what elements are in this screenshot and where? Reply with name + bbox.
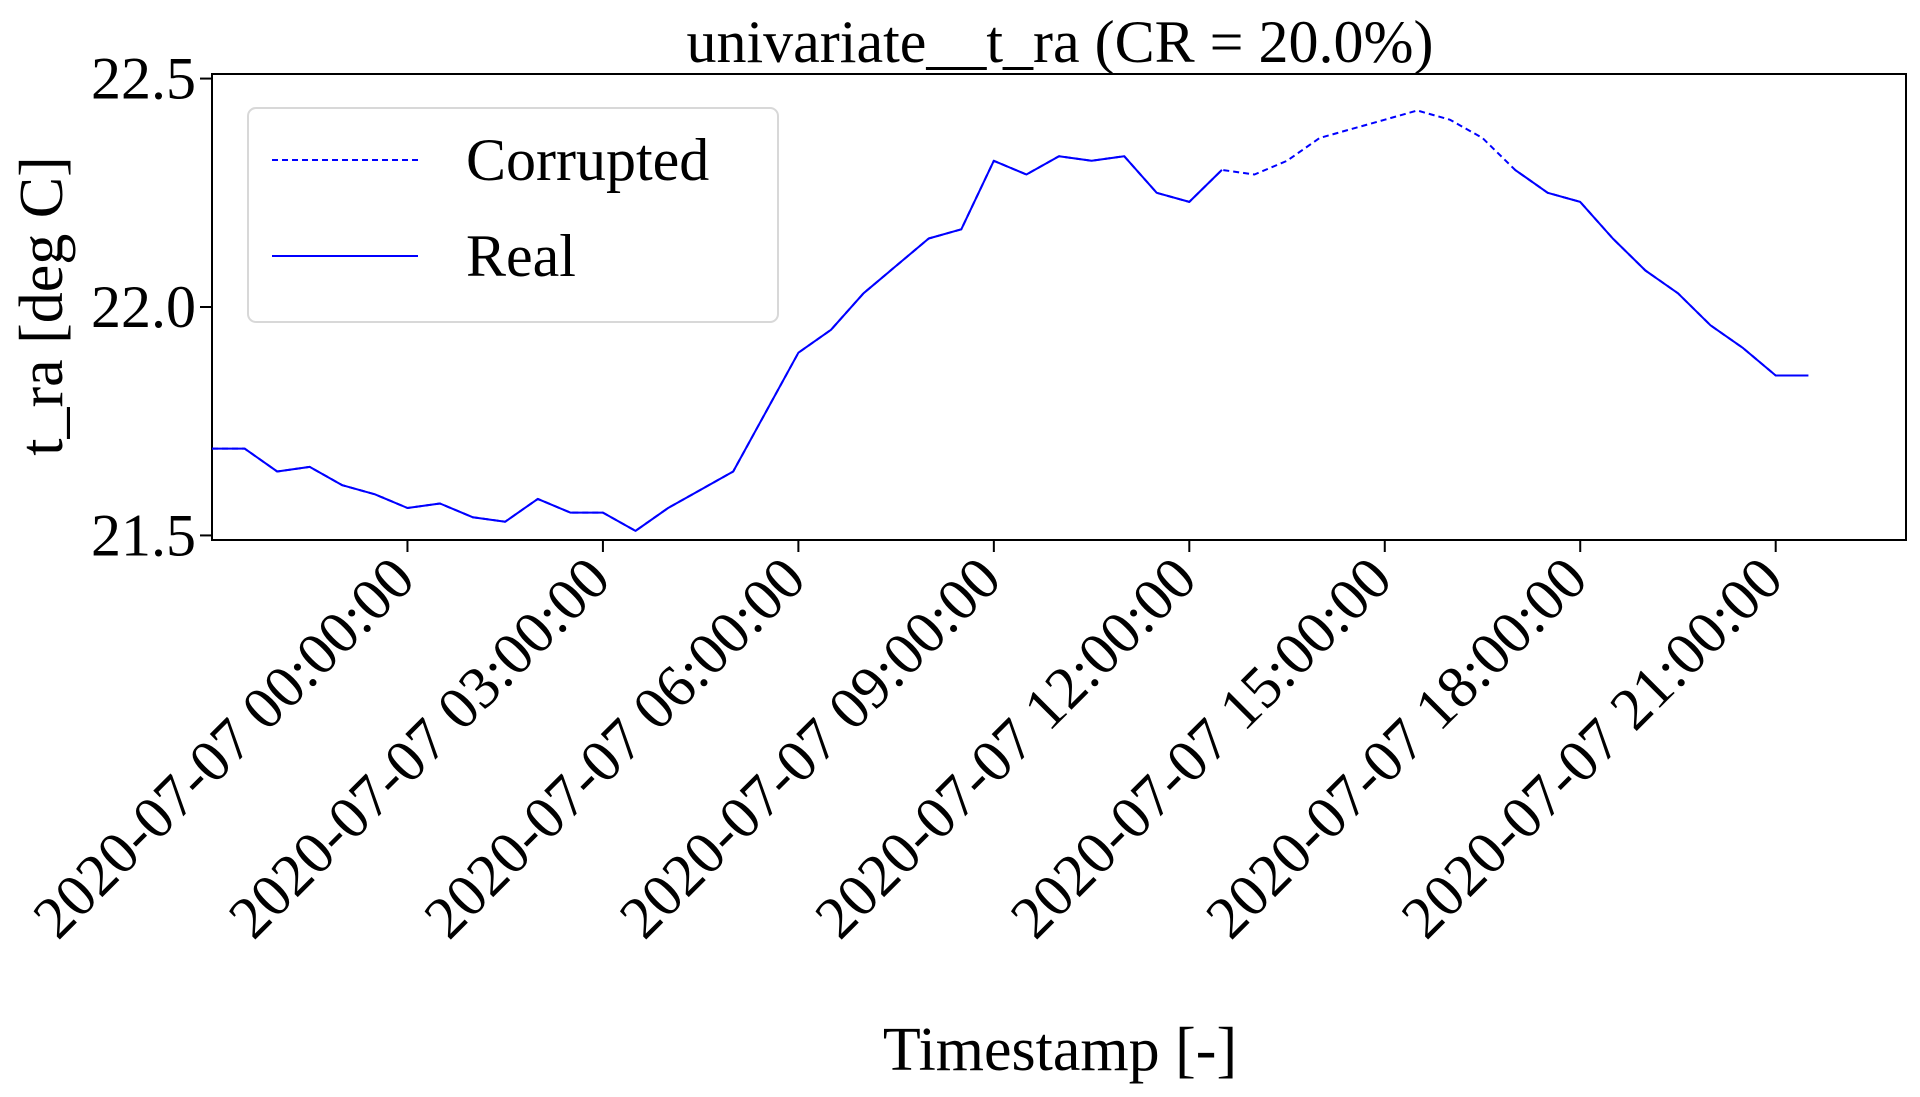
x-tick-label: 2020-07-07 06:00:00 (411, 545, 817, 951)
legend: Corrupted Real (247, 107, 779, 323)
series-layer (212, 109, 1809, 532)
x-tick-label: 2020-07-07 03:00:00 (216, 545, 622, 951)
y-tick-label: 22.5 (91, 46, 196, 112)
legend-frame (247, 107, 779, 323)
y-axis: 21.5 22.0 22.5 (91, 46, 212, 568)
x-tick-label: 2020-07-07 18:00:00 (1193, 545, 1599, 951)
x-tick-label: 2020-07-07 21:00:00 (1389, 545, 1795, 951)
x-tick-label: 2020-07-07 15:00:00 (998, 545, 1404, 951)
y-axis-label: t_ra [deg C] (8, 156, 76, 456)
chart-title: univariate__t_ra (CR = 20.0%) (687, 9, 1434, 75)
x-tick-label: 2020-07-07 00:00:00 (21, 545, 427, 951)
series-line-real (212, 155, 1809, 532)
x-tick-label: 2020-07-07 12:00:00 (802, 545, 1208, 951)
legend-label-real: Real (466, 223, 576, 289)
legend-label-corrupted: Corrupted (466, 127, 709, 193)
y-tick-label: 21.5 (91, 502, 196, 568)
x-tick-label: 2020-07-07 09:00:00 (607, 545, 1013, 951)
y-tick-label: 22.0 (91, 274, 196, 340)
x-axis-label: Timestamp [-] (883, 1016, 1237, 1084)
